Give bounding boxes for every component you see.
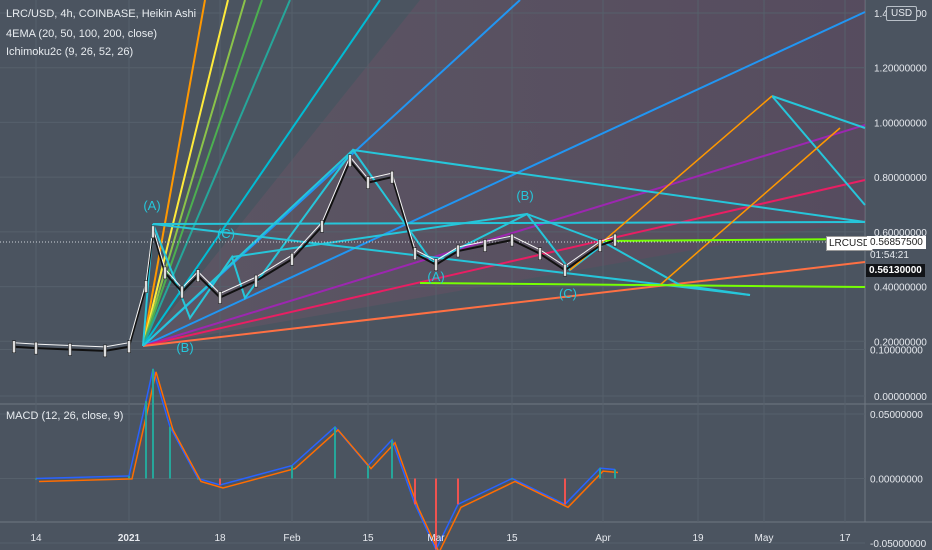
wave-label: (C) [559,286,577,301]
macd-hist-bar [367,466,369,479]
macd-hist-bar [457,479,459,505]
symbol-legend[interactable]: LRC/USD, 4h, COINBASE, Heikin Ashi [6,8,196,20]
candle [391,171,394,183]
candle [219,292,222,304]
macd-hist-bar [614,469,616,478]
time-tick-label: 14 [30,533,42,544]
macd-legend[interactable]: MACD (12, 26, close, 9) [6,410,123,422]
candle [321,220,324,232]
candle [349,155,352,167]
macd-hist-bar [599,468,601,478]
wave-label: (A) [427,269,444,284]
macd-tick-label: 0.05000000 [870,410,923,421]
macd-hist-bar [391,440,393,479]
macd-tick-label: 0.00000000 [870,475,923,486]
currency-badge[interactable]: USD [886,6,917,21]
wave-label: (A) [143,198,160,213]
macd-hist-bar [334,427,336,479]
candle [13,341,16,353]
macd-hist-bar [169,427,171,479]
time-tick-label: 18 [214,533,226,544]
price-tick-label: 1.00000000 [874,118,927,129]
candle [367,177,370,189]
candle [128,341,131,353]
price-tick-label: 0.00000000 [874,392,927,403]
macd-hist-bar [291,466,293,479]
candle [484,240,487,252]
macd-hist-bar [564,479,566,505]
last-price-label: 0.56857500 [867,236,926,249]
candle [197,270,200,282]
time-tick-label: 19 [692,533,704,544]
candle [564,264,567,276]
macd-hist-bar [145,401,147,478]
time-tick-label: Apr [595,533,611,544]
candle [35,342,38,354]
time-tick-label: 2021 [118,533,141,544]
candle [614,234,617,246]
candle [511,234,514,246]
candle [181,286,184,298]
candle [457,245,460,257]
price-tick-label: 1.20000000 [874,64,927,75]
time-tick-label: Mar [427,533,445,544]
macd-tick-label: 0.10000000 [870,346,923,357]
candle [414,248,417,260]
wave-label: (B) [516,188,533,203]
ichimoku-legend[interactable]: Ichimoku2c (9, 26, 52, 26) [6,46,133,58]
price-tick-label: 0.40000000 [874,283,927,294]
candle [255,275,258,287]
prev-close-label: 0.56130000 [866,264,925,277]
candle [539,248,542,260]
time-tick-label: 17 [839,533,851,544]
time-tick-label: Feb [283,533,301,544]
candle [152,226,155,238]
candle [69,343,72,355]
countdown-label: 01:54:21 [870,250,909,261]
macd-hist-bar [511,479,513,480]
price-tick-label: 0.80000000 [874,173,927,184]
wave-label: (B) [176,340,193,355]
candle [164,267,167,279]
price-axis-panel[interactable] [865,0,932,522]
macd-hist-bar [197,479,199,480]
time-tick-label: 15 [506,533,518,544]
macd-hist-bar [128,476,130,479]
candle [599,240,602,252]
macd-hist-bar [414,479,416,505]
wave-label: (C) [217,226,235,241]
candle [291,253,294,265]
macd-hist-bar [152,369,154,479]
time-tick-label: 15 [362,533,374,544]
candle [145,281,148,293]
macd-pane[interactable] [0,404,865,522]
macd-hist-bar [35,479,37,480]
macd-tick-label: -0.05000000 [870,539,927,550]
macd-hist-bar [219,479,221,485]
time-tick-label: May [755,533,774,544]
ema-legend[interactable]: 4EMA (20, 50, 100, 200, close) [6,28,157,40]
candle [104,345,107,357]
